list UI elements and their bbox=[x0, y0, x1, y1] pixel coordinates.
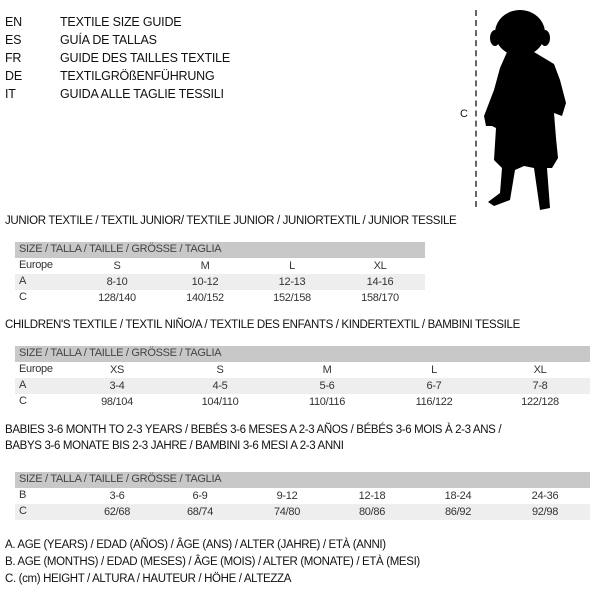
table-cell: L bbox=[431, 364, 437, 376]
table-cell: 122/128 bbox=[521, 396, 559, 408]
table-row: B 3-6 6-9 9-12 12-18 18-24 24-36 bbox=[15, 488, 590, 504]
table-cell: M bbox=[200, 260, 210, 272]
row-label: A bbox=[19, 275, 27, 287]
table-cell: 10-12 bbox=[191, 276, 219, 288]
table-cell: 74/80 bbox=[273, 506, 301, 518]
lang-code-it: IT bbox=[5, 87, 16, 101]
table-cell: 8-10 bbox=[106, 276, 128, 288]
table-cell: L bbox=[289, 260, 295, 272]
table-cell: 9-12 bbox=[276, 490, 298, 502]
table-cell: 14-16 bbox=[366, 276, 394, 288]
table-row: Europe XS S M L XL bbox=[15, 362, 590, 378]
table-header-label: SIZE / TALLA / TAILLE / GRÖSSE / TAGLIA bbox=[19, 243, 222, 255]
language-codes: EN ES FR DE IT bbox=[5, 13, 22, 103]
table-cell: 116/122 bbox=[415, 396, 453, 408]
row-label: Europe bbox=[19, 363, 53, 375]
table-cell: 98/104 bbox=[101, 396, 133, 408]
table-row: C 62/68 68/74 74/80 80/86 86/92 92/98 bbox=[15, 504, 590, 520]
row-label: C bbox=[19, 291, 27, 303]
table-header-row: SIZE / TALLA / TAILLE / GRÖSSE / TAGLIA bbox=[15, 472, 590, 488]
table-row: A 8-10 10-12 12-13 14-16 bbox=[15, 274, 425, 290]
table-cell: S bbox=[113, 260, 121, 272]
table-cell: 18-24 bbox=[444, 490, 472, 502]
height-measure-label: C bbox=[460, 108, 468, 120]
lang-title-it: GUIDA ALLE TAGLIE TESSILI bbox=[60, 87, 224, 101]
table-row: Europe S M L XL bbox=[15, 258, 425, 274]
table-cell: 4-5 bbox=[212, 380, 228, 392]
table-cell: 24-36 bbox=[531, 490, 559, 502]
children-table-title: CHILDREN'S TEXTILE / TEXTIL NIÑO/A / TEX… bbox=[5, 319, 520, 331]
table-cell: S bbox=[216, 364, 224, 376]
table-header-row: SIZE / TALLA / TAILLE / GRÖSSE / TAGLIA bbox=[15, 346, 590, 362]
table-cell: 86/92 bbox=[444, 506, 472, 518]
table-cell: 12-13 bbox=[278, 276, 306, 288]
babies-table-title-line2: BABYS 3-6 MONATE BIS 2-3 JAHRE / BAMBINI… bbox=[5, 440, 344, 452]
table-row: A 3-4 4-5 5-6 6-7 7-8 bbox=[15, 378, 590, 394]
table-cell: 12-18 bbox=[358, 490, 386, 502]
lang-code-es: ES bbox=[5, 33, 22, 47]
children-size-table: SIZE / TALLA / TAILLE / GRÖSSE / TAGLIA E… bbox=[15, 346, 590, 410]
legend-c: C. (cm) HEIGHT / ALTURA / HAUTEUR / HÖHE… bbox=[5, 573, 292, 585]
table-row: C 98/104 104/110 110/116 116/122 122/128 bbox=[15, 394, 590, 410]
table-cell: 62/68 bbox=[103, 506, 131, 518]
lang-title-de: TEXTILGRÖßENFÜHRUNG bbox=[60, 69, 215, 83]
junior-size-table: SIZE / TALLA / TAILLE / GRÖSSE / TAGLIA E… bbox=[15, 242, 425, 306]
babies-table-title: BABIES 3-6 MONTH TO 2-3 YEARS / BEBÉS 3-… bbox=[5, 424, 502, 436]
table-cell: XS bbox=[109, 364, 125, 376]
table-cell: XL bbox=[373, 260, 387, 272]
table-cell: 6-9 bbox=[192, 490, 208, 502]
table-cell: 6-7 bbox=[426, 380, 442, 392]
lang-code-de: DE bbox=[5, 69, 22, 83]
row-label: C bbox=[19, 505, 27, 517]
legend-b: B. AGE (MONTHS) / EDAD (MESES) / ÂGE (MO… bbox=[5, 556, 420, 568]
table-cell: M bbox=[322, 364, 332, 376]
row-label: B bbox=[19, 489, 27, 501]
baby-silhouette-icon bbox=[484, 10, 566, 210]
table-cell: 104/110 bbox=[201, 396, 239, 408]
table-cell: 152/158 bbox=[273, 292, 311, 304]
table-cell: 140/152 bbox=[186, 292, 224, 304]
table-header-label: SIZE / TALLA / TAILLE / GRÖSSE / TAGLIA bbox=[19, 347, 222, 359]
row-label: A bbox=[19, 379, 27, 391]
table-header-row: SIZE / TALLA / TAILLE / GRÖSSE / TAGLIA bbox=[15, 242, 425, 258]
table-cell: 5-6 bbox=[319, 380, 335, 392]
table-cell: 3-6 bbox=[109, 490, 125, 502]
table-cell: XL bbox=[533, 364, 547, 376]
table-cell: 158/170 bbox=[361, 292, 399, 304]
babies-size-table: SIZE / TALLA / TAILLE / GRÖSSE / TAGLIA B… bbox=[15, 472, 590, 520]
table-cell: 92/98 bbox=[531, 506, 559, 518]
table-cell: 128/140 bbox=[98, 292, 136, 304]
table-cell: 110/116 bbox=[308, 396, 346, 408]
table-row: C 128/140 140/152 152/158 158/170 bbox=[15, 290, 425, 306]
junior-table-title: JUNIOR TEXTILE / TEXTIL JUNIOR/ TEXTILE … bbox=[5, 215, 457, 227]
height-measure-line bbox=[475, 10, 477, 207]
lang-title-en: TEXTILE SIZE GUIDE bbox=[60, 15, 182, 29]
row-label: Europe bbox=[19, 259, 53, 271]
lang-code-en: EN bbox=[5, 15, 22, 29]
lang-title-es: GUÍA DE TALLAS bbox=[60, 33, 157, 47]
lang-code-fr: FR bbox=[5, 51, 22, 65]
table-cell: 68/74 bbox=[186, 506, 214, 518]
table-header-label: SIZE / TALLA / TAILLE / GRÖSSE / TAGLIA bbox=[19, 473, 222, 485]
legend-a: A. AGE (YEARS) / EDAD (AÑOS) / ÂGE (ANS)… bbox=[5, 539, 386, 551]
table-cell: 7-8 bbox=[532, 380, 548, 392]
table-cell: 3-4 bbox=[109, 380, 125, 392]
row-label: C bbox=[19, 395, 27, 407]
legend: A. AGE (YEARS) / EDAD (AÑOS) / ÂGE (ANS)… bbox=[5, 537, 420, 588]
lang-title-fr: GUIDE DES TAILLES TEXTILE bbox=[60, 51, 231, 65]
table-cell: 80/86 bbox=[358, 506, 386, 518]
language-titles: TEXTILE SIZE GUIDE GUÍA DE TALLAS GUIDE … bbox=[60, 13, 230, 103]
